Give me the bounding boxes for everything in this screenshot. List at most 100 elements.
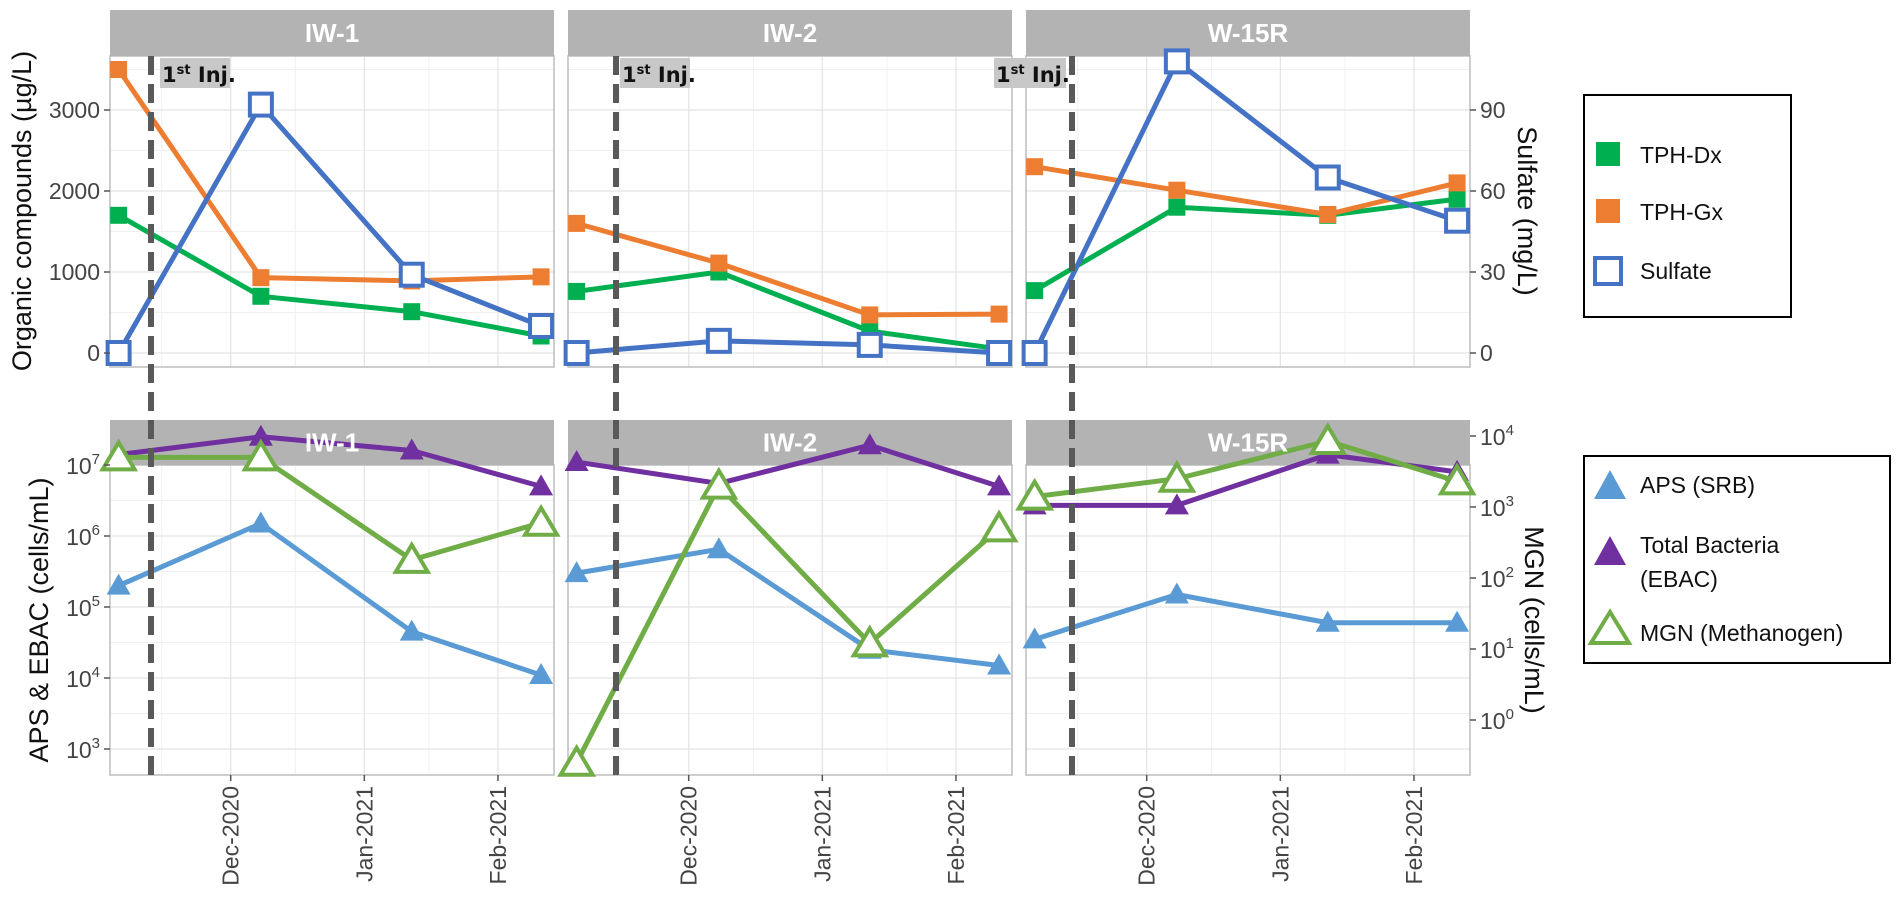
plot-background <box>110 56 554 367</box>
plot-background <box>568 56 1012 367</box>
y-axis-title-right: MGN (cells/mL) <box>1519 526 1549 714</box>
series-line-tph-dx <box>1033 196 1458 293</box>
legend-label: Sulfate <box>1640 258 1712 284</box>
data-point-mgn-methanogen <box>99 438 139 472</box>
x-tick-label: Jan-2021 <box>1267 786 1293 882</box>
data-point-sulfate <box>705 327 732 354</box>
x-tick-label: Dec-2020 <box>1134 786 1160 886</box>
facet-strip <box>110 10 554 56</box>
data-point-tph-gx <box>990 305 1008 323</box>
x-tick-label: Feb-2021 <box>943 786 969 884</box>
legend-label: MGN (Methanogen) <box>1640 620 1843 646</box>
series-line-tph-gx <box>116 68 542 284</box>
series-line-aps-srb <box>1033 591 1458 642</box>
y2-tick-label: 30 <box>1480 259 1506 285</box>
facet-strip <box>1026 10 1470 56</box>
y-axis-title-right: Sulfate (mg/L) <box>1512 126 1542 296</box>
y-tick-label: 104 <box>66 664 100 692</box>
data-point-mgn-methanogen <box>1015 477 1055 511</box>
data-point-tph-dx <box>568 282 586 300</box>
data-point-aps-srb <box>1164 582 1189 604</box>
y2-tick-label: 104 <box>1480 422 1514 450</box>
legend-label: TPH-Gx <box>1640 199 1724 225</box>
legend-label: (EBAC) <box>1640 566 1718 592</box>
data-point-tph-gx <box>710 254 728 272</box>
y2-tick-label: 101 <box>1480 635 1514 663</box>
y2-tick-label: 0 <box>1480 340 1493 366</box>
legend-marker <box>1596 142 1620 166</box>
injection-label-box <box>160 58 230 88</box>
data-point-aps-srb <box>1445 610 1470 632</box>
x-tick-label: Dec-2020 <box>676 786 702 886</box>
facet-strip <box>1026 420 1470 465</box>
y-tick-label: 2000 <box>49 178 100 204</box>
data-point-sulfate <box>1314 164 1341 191</box>
data-point-sulfate <box>563 340 590 366</box>
data-point-mgn-methanogen <box>1157 459 1197 493</box>
data-point-mgn-methanogen <box>557 743 597 777</box>
injection-label: 1st Inj. <box>996 63 1070 87</box>
data-point-tph-gx <box>1168 181 1186 199</box>
data-point-tph-gx <box>1319 205 1337 223</box>
facet-strip-label: W-15R <box>1208 428 1289 458</box>
legend-marker <box>1593 256 1623 286</box>
data-point-mgn-methanogen <box>699 466 739 500</box>
data-point-sulfate <box>1021 340 1048 366</box>
data-point-aps-srb <box>529 663 554 685</box>
y2-tick-label: 100 <box>1480 706 1514 734</box>
series-line-tph-dx <box>576 269 1000 352</box>
facet-strip <box>568 420 1012 465</box>
data-point-sulfate <box>105 340 132 366</box>
data-point-mgn-methanogen <box>521 503 561 537</box>
data-point-aps-srb <box>106 573 131 595</box>
series-line-sulfate <box>116 102 542 355</box>
data-point-sulfate <box>1163 48 1190 75</box>
y-tick-label: 103 <box>66 735 100 763</box>
data-point-sulfate <box>856 331 883 358</box>
facet-strip-label: IW-1 <box>305 18 359 48</box>
legend-label: Total Bacteria <box>1640 532 1780 558</box>
data-point-total-bacteria-ebac <box>1164 493 1189 515</box>
data-point-mgn-methanogen <box>241 438 281 472</box>
data-point-total-bacteria-ebac <box>529 474 554 496</box>
data-point-total-bacteria-ebac <box>399 438 424 460</box>
data-point-tph-gx <box>532 268 550 286</box>
data-point-tph-gx <box>110 61 128 78</box>
data-point-tph-gx <box>1448 174 1466 192</box>
plot-background <box>110 465 554 775</box>
data-point-total-bacteria-ebac <box>857 433 882 455</box>
injection-label: 1st Inj. <box>162 63 236 87</box>
x-tick-label: Jan-2021 <box>351 786 377 882</box>
data-point-tph-dx <box>1448 190 1466 208</box>
data-point-mgn-methanogen <box>850 624 890 658</box>
injection-label-box <box>620 58 690 88</box>
data-point-sulfate <box>398 261 425 288</box>
y-tick-label: 0 <box>87 340 100 366</box>
data-point-mgn-methanogen <box>1437 462 1477 496</box>
series-line-mgn-methanogen <box>574 483 1001 764</box>
data-point-sulfate <box>1444 207 1471 234</box>
data-point-sulfate <box>528 313 555 339</box>
y-axis-title-left: Organic compounds (µg/L) <box>7 51 37 371</box>
y2-tick-label: 103 <box>1480 493 1514 521</box>
data-point-tph-dx <box>403 303 421 321</box>
facet-strip-label: IW-2 <box>763 18 817 48</box>
data-point-mgn-methanogen <box>1308 422 1348 456</box>
injection-label: 1st Inj. <box>622 63 696 87</box>
series-line-total-bacteria-ebac <box>118 434 542 489</box>
data-point-mgn-methanogen <box>979 509 1019 543</box>
data-point-total-bacteria-ebac <box>564 450 589 472</box>
facet-strip-label: W-15R <box>1208 18 1289 48</box>
data-point-sulfate <box>247 91 274 118</box>
data-point-tph-dx <box>110 206 128 224</box>
legend-marker <box>1594 470 1626 499</box>
data-point-tph-gx <box>861 306 879 324</box>
injection-label-box <box>994 58 1066 88</box>
data-point-mgn-methanogen <box>392 540 432 574</box>
series-line-mgn-methanogen <box>118 454 542 563</box>
data-point-sulfate <box>986 340 1013 366</box>
data-point-aps-srb <box>706 537 731 559</box>
data-point-aps-srb <box>1315 610 1340 632</box>
legend-label: APS (SRB) <box>1640 472 1755 498</box>
y-tick-label: 1000 <box>49 259 100 285</box>
